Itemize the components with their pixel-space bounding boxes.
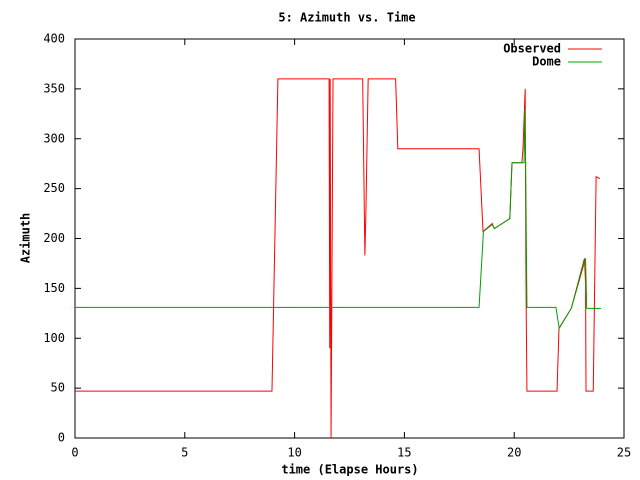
- x-tick-label: 20: [507, 446, 521, 460]
- y-tick-label: 50: [51, 381, 65, 395]
- y-tick-label: 100: [43, 331, 65, 345]
- x-tick-label: 25: [617, 446, 631, 460]
- x-tick-label: 10: [287, 446, 301, 460]
- series-line: [75, 108, 601, 330]
- x-tick-label: 5: [181, 446, 188, 460]
- y-tick-label: 350: [43, 81, 65, 95]
- legend-label: Dome: [532, 55, 561, 69]
- y-tick-label: 250: [43, 181, 65, 195]
- y-tick-label: 0: [58, 431, 65, 445]
- legend-label: Observed: [503, 42, 561, 56]
- chart-title: 5: Azimuth vs. Time: [278, 11, 415, 25]
- y-tick-label: 150: [43, 281, 65, 295]
- x-tick-label: 0: [71, 446, 78, 460]
- y-tick-label: 300: [43, 131, 65, 145]
- x-axis-title: time (Elapse Hours): [281, 463, 418, 477]
- x-tick-label: 15: [397, 446, 411, 460]
- y-axis-title: Azimuth: [19, 213, 33, 264]
- y-tick-label: 400: [43, 32, 65, 46]
- y-tick-label: 200: [43, 231, 65, 245]
